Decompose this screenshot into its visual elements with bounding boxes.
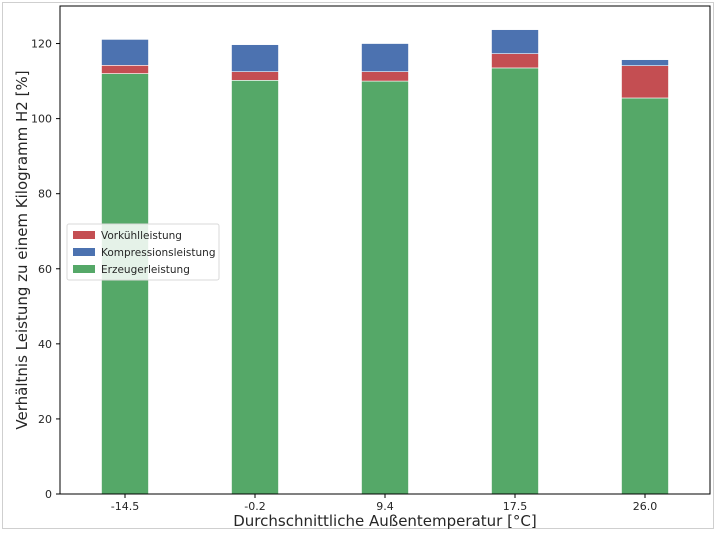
bar-erzeugerleistung-2: [361, 80, 409, 495]
bar-vorkühlleistung-0: [101, 65, 149, 74]
bar-vorkühlleistung-4: [621, 65, 669, 99]
x-tick-label: -0.2: [244, 500, 265, 513]
y-tick-label: 40: [38, 338, 52, 351]
y-tick-label: 20: [38, 413, 52, 426]
bar-kompressionsleistung-2: [361, 43, 409, 72]
bar-erzeugerleistung-3: [491, 67, 539, 495]
y-tick-label: 100: [31, 113, 52, 126]
legend-label-erzeugerleistung: Erzeugerleistung: [101, 264, 190, 276]
legend-swatch-kompressionsleistung: [73, 248, 95, 256]
bar-vorkühlleistung-2: [361, 71, 409, 82]
bar-erzeugerleistung-1: [231, 80, 279, 495]
y-tick-label: 120: [31, 38, 52, 51]
bar-erzeugerleistung-0: [101, 73, 149, 495]
x-tick-label: -14.5: [111, 500, 139, 513]
bar-kompressionsleistung-0: [101, 39, 149, 66]
legend-label-kompressionsleistung: Kompressionsleistung: [101, 247, 216, 259]
bar-vorkühlleistung-1: [231, 71, 279, 81]
x-tick-label: 17.5: [503, 500, 528, 513]
y-axis-label: Verhältnis Leistung zu einem Kilogramm H…: [13, 70, 31, 429]
y-tick-label: 0: [45, 488, 52, 501]
legend-label-vorkühlleistung: Vorkühlleistung: [101, 230, 182, 242]
x-tick-label: 9.4: [376, 500, 394, 513]
bar-kompressionsleistung-4: [621, 59, 669, 66]
bars-layer: [101, 29, 669, 495]
bar-kompressionsleistung-1: [231, 44, 279, 72]
legend: Vorkühlleistung Kompressionsleistung Erzeu…: [66, 223, 220, 281]
bar-kompressionsleistung-3: [491, 29, 539, 54]
figure-border: [2, 2, 714, 529]
x-tick-label: 26.0: [633, 500, 658, 513]
legend-swatch-erzeugerleistung: [73, 265, 95, 273]
bar-erzeugerleistung-4: [621, 97, 669, 495]
x-axis-ticks: -14.5 -0.2 9.4 17.5 26.0: [111, 494, 657, 513]
legend-box: [66, 223, 220, 281]
y-axis-ticks: 0 20 40 60 80 100 120: [31, 38, 60, 501]
x-axis-label: Durchschnittliche Außentemperatur [°C]: [233, 512, 537, 530]
legend-swatch-vorkühlleistung: [73, 231, 95, 239]
bar-vorkühlleistung-3: [491, 53, 539, 69]
y-tick-label: 80: [38, 188, 52, 201]
y-tick-label: 60: [38, 263, 52, 276]
